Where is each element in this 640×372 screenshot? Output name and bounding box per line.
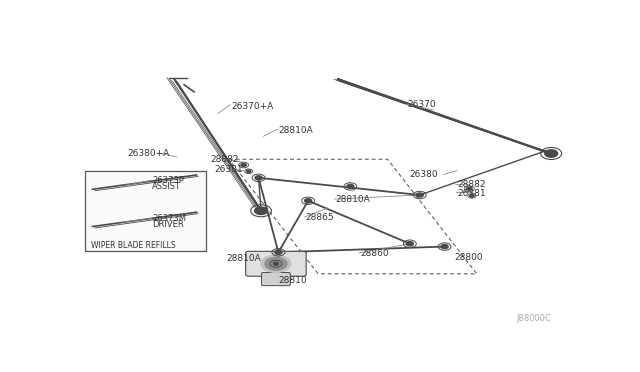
Text: 28810A: 28810A <box>278 126 313 135</box>
Circle shape <box>467 187 472 190</box>
Circle shape <box>246 170 251 173</box>
Text: DRIVER: DRIVER <box>152 220 184 229</box>
Circle shape <box>275 250 282 254</box>
Text: WIPER BLADE REFILLS: WIPER BLADE REFILLS <box>91 241 175 250</box>
Circle shape <box>255 207 268 215</box>
Circle shape <box>305 199 312 203</box>
Circle shape <box>255 176 262 180</box>
Text: 28882: 28882 <box>457 180 486 189</box>
Text: 28810A: 28810A <box>335 195 370 204</box>
Circle shape <box>406 242 413 246</box>
Bar <box>85 171 207 251</box>
Text: 26370: 26370 <box>408 100 436 109</box>
Circle shape <box>347 185 354 189</box>
Text: 28810A: 28810A <box>227 254 261 263</box>
Text: 26381: 26381 <box>214 165 243 174</box>
Text: 26380: 26380 <box>410 170 438 179</box>
FancyBboxPatch shape <box>246 251 306 276</box>
Text: 28860: 28860 <box>360 249 389 258</box>
Circle shape <box>470 195 474 197</box>
Text: J88000C: J88000C <box>516 314 551 323</box>
Circle shape <box>265 257 287 270</box>
Circle shape <box>241 163 246 167</box>
Text: 28882: 28882 <box>210 155 239 164</box>
Circle shape <box>416 193 423 197</box>
Circle shape <box>545 150 557 157</box>
FancyBboxPatch shape <box>262 273 291 286</box>
Text: 26373M: 26373M <box>152 214 186 223</box>
Text: 26373P: 26373P <box>152 176 184 185</box>
Text: 26370+A: 26370+A <box>231 102 273 111</box>
Circle shape <box>261 255 291 272</box>
Text: 28810: 28810 <box>278 276 307 285</box>
Circle shape <box>273 262 278 265</box>
Text: ASSIST: ASSIST <box>152 182 181 191</box>
Text: 26381: 26381 <box>457 189 486 198</box>
Text: 26380+A: 26380+A <box>127 149 170 158</box>
Text: 28865: 28865 <box>306 214 334 222</box>
Text: 28800: 28800 <box>454 253 483 262</box>
Circle shape <box>441 244 448 248</box>
